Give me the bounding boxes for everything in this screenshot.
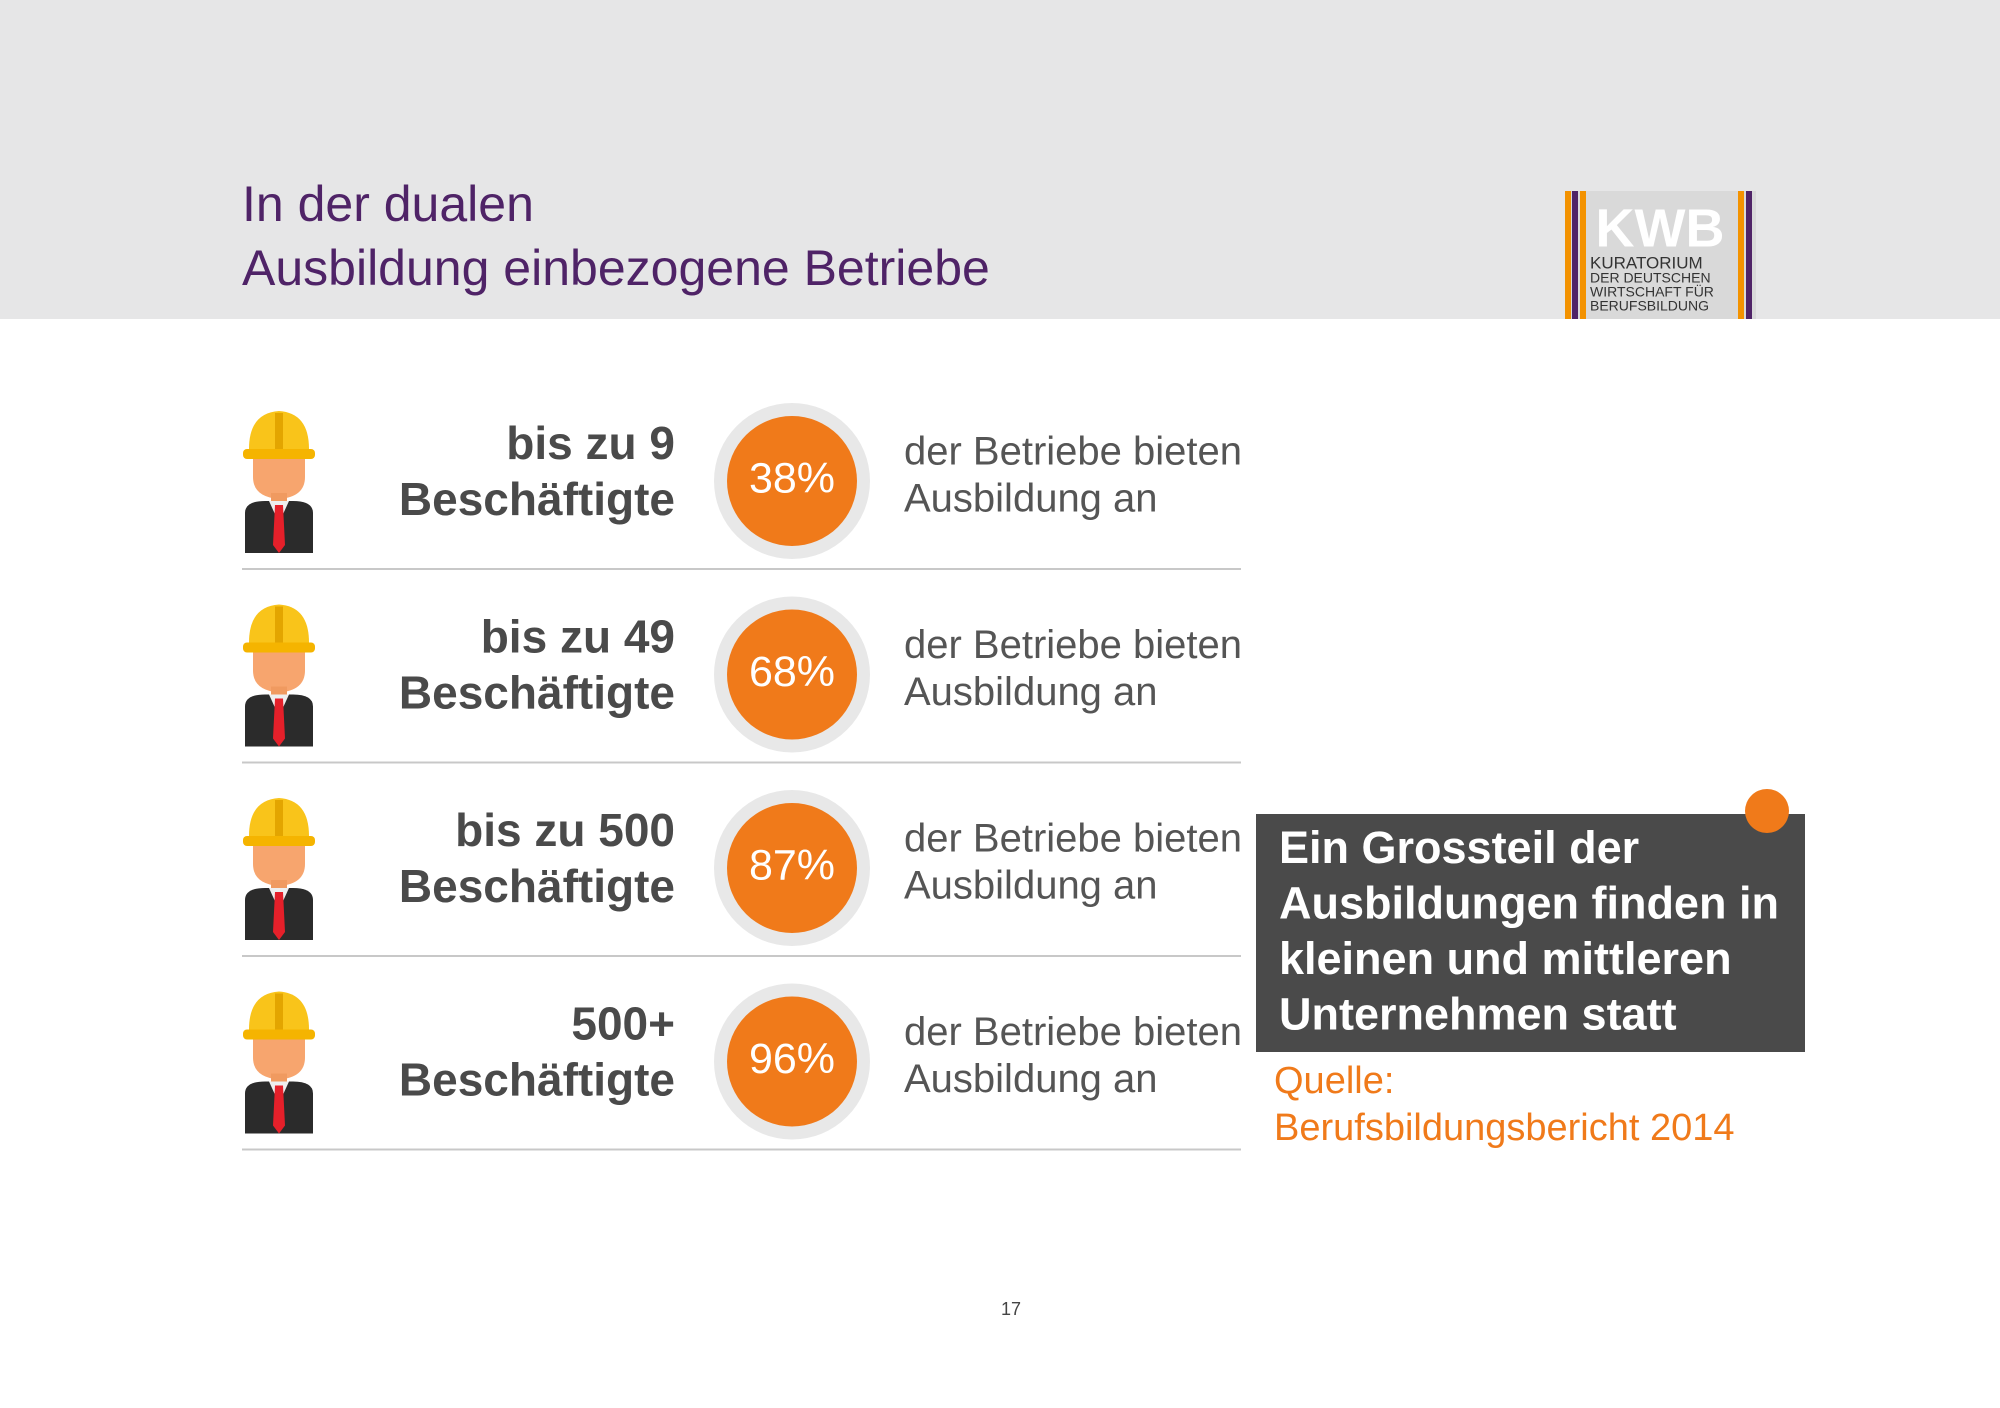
row-text: Ausbildung an	[904, 864, 1158, 908]
row-label: 500+	[571, 998, 675, 1050]
percent-circle	[727, 609, 857, 740]
logo-text: KURATORIUM	[1590, 253, 1703, 272]
percent-circle	[727, 416, 857, 546]
row-text: Ausbildung an	[904, 670, 1158, 714]
percent-circle	[727, 803, 857, 933]
logo-text: DER DEUTSCHEN	[1590, 270, 1711, 286]
percent-value: 87%	[749, 841, 835, 889]
worker-icon	[243, 991, 315, 1134]
title-line: Ausbildung einbezogene Betriebe	[242, 240, 990, 296]
worker-icon	[243, 411, 315, 553]
row-label: Beschäftigte	[399, 667, 675, 719]
row-text: der Betriebe bieten	[904, 1010, 1242, 1054]
callout-box	[1256, 814, 1805, 1052]
row-label: Beschäftigte	[399, 860, 675, 912]
row-text: der Betriebe bieten	[904, 430, 1242, 474]
row-text: der Betriebe bieten	[904, 623, 1242, 667]
callout-line: Ausbildungen finden in	[1279, 877, 1779, 928]
row-label: bis zu 9	[506, 417, 675, 469]
worker-icon	[243, 604, 315, 747]
row-text: Ausbildung an	[904, 1057, 1158, 1101]
worker-icon	[243, 798, 315, 940]
percent-value: 68%	[749, 648, 835, 696]
logo-text: WIRTSCHAFT FÜR	[1590, 283, 1714, 300]
percent-circle	[727, 996, 857, 1127]
callout-line: Ein Grossteil der	[1279, 822, 1639, 873]
source-line: Quelle:	[1274, 1060, 1394, 1102]
logo-mark: KWB	[1596, 198, 1725, 258]
percent-value: 96%	[749, 1035, 835, 1083]
row-label: bis zu 500	[455, 804, 675, 856]
callout-line: Unternehmen statt	[1279, 988, 1677, 1039]
row-label: bis zu 49	[481, 611, 675, 663]
callout-dot	[1745, 789, 1789, 833]
source-line: Berufsbildungsbericht 2014	[1274, 1107, 1735, 1149]
logo-text: BERUFSBILDUNG	[1590, 298, 1709, 314]
logo: KWB KURATORIUM DER DEUTSCHEN WIRTSCHAFT …	[1565, 191, 1756, 319]
row-label: Beschäftigte	[399, 1054, 675, 1106]
percent-value: 38%	[749, 454, 835, 502]
row-text: Ausbildung an	[904, 477, 1158, 521]
callout-line: kleinen und mittleren	[1279, 933, 1732, 984]
title-line: In der dualen	[242, 176, 534, 232]
page-number: 17	[1001, 1299, 1021, 1319]
row-text: der Betriebe bieten	[904, 817, 1242, 861]
row-label: Beschäftigte	[399, 473, 675, 525]
